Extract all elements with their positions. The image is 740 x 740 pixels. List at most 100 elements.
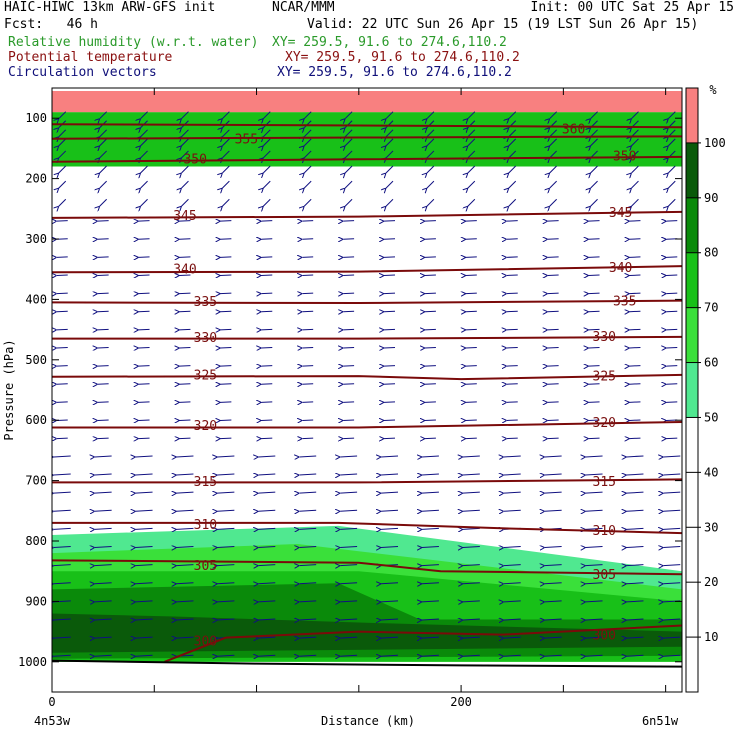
wind-vector [304,180,312,188]
wind-vector [589,366,600,367]
isentrope-label-345: 345 [173,209,196,224]
wind-vector [548,311,559,312]
isentrope-345 [52,210,682,219]
wind-vector [545,492,562,493]
y-tick-label: 400 [25,292,47,306]
wind-vector [427,180,435,188]
wind-vector [263,165,271,173]
isentrope-label-305: 305 [194,559,217,574]
colorbar: 10 20 30 40 50 60 70 80 90 100 [685,87,726,693]
wind-vector [299,456,317,457]
wind-vector [468,180,476,188]
isentrope-label-350: 350 [183,153,206,168]
wind-vector [98,275,109,276]
wind-vector [386,111,394,119]
wind-vector [384,275,396,276]
wind-vector [98,366,109,367]
wind-vector [217,565,235,566]
wind-vector [343,311,355,312]
wind-vector [626,655,644,656]
wind-vector [54,492,71,493]
terrain-line [52,659,682,668]
wind-vector [263,111,271,119]
wind-vector [466,438,477,439]
wind-vector [340,547,358,548]
wind-vector [468,129,476,137]
wind-vector [386,129,394,137]
wind-vector [422,510,439,511]
wind-vector [545,637,562,638]
wind-vector [504,547,521,548]
wind-vector [629,221,641,222]
terrain-surface [52,659,682,668]
wind-vector [220,347,232,348]
wind-vector [57,257,68,258]
rh-region-5 [52,613,682,653]
wind-vector [261,329,273,330]
wind-vector [340,601,358,602]
wind-vector [468,198,476,206]
wind-vector [98,257,109,258]
wind-vector [59,180,67,188]
wind-vector [304,165,312,173]
wind-vector [340,619,358,620]
wind-vector [100,138,107,146]
wind-vector [181,198,189,206]
wind-vector [425,420,436,421]
wind-vector [98,311,109,312]
wind-vector [666,257,678,258]
wind-vector [586,492,603,493]
wind-vector [217,583,235,584]
wind-vector [422,655,439,656]
wind-vector [626,601,644,602]
wind-vector [386,165,394,173]
wind-vector [176,528,194,529]
wind-vector [258,492,276,493]
colorbar-band [686,307,698,363]
wind-vector [509,150,517,158]
wind-vector [299,492,317,493]
wind-vector [422,492,439,493]
isentrope-360 [52,123,682,129]
isentrope-300 [164,624,682,663]
colorbar-label: 90 [704,191,718,205]
wind-vector [626,619,644,620]
wind-vector [136,583,153,584]
colorbar-label: 50 [704,410,718,424]
rh-field-xy: XY= 259.5, 91.6 to 274.6,110.2 [272,35,507,50]
wind-vector [548,420,559,421]
wind-vector [629,366,641,367]
wind-vector [463,619,480,620]
wind-vector [345,198,353,206]
wind-vector [466,257,477,258]
wind-vector [299,601,317,602]
wind-vector [384,257,396,258]
wind-vector [136,510,153,511]
wind-vector [54,474,71,475]
theta-field-xy: XY= 259.5, 91.6 to 274.6,110.2 [285,50,520,65]
wind-vector [626,637,644,638]
wind-vector [550,165,557,173]
wind-vector [463,583,480,584]
isentrope-350 [52,155,682,163]
wind-vector [340,637,358,638]
wind-vector [629,347,641,348]
wind-vector [136,601,153,602]
wind-vector [550,150,557,158]
wind-vector [136,565,153,566]
wind-vector [666,221,678,222]
wind-vector [381,637,399,638]
wind-vector [263,138,271,146]
wind-vector [507,275,518,276]
wind-vector [381,547,399,548]
isentrope-310 [52,521,682,535]
wind-vector [176,474,194,475]
wind-vector [217,655,235,656]
wind-vector [586,528,603,529]
wind-vector [141,150,148,158]
wind-vector [57,221,68,222]
isentrope-label-300: 300 [194,635,217,650]
isentrope-label-315: 315 [593,475,616,490]
wind-vector [302,420,314,421]
isentrope-330 [52,335,682,340]
